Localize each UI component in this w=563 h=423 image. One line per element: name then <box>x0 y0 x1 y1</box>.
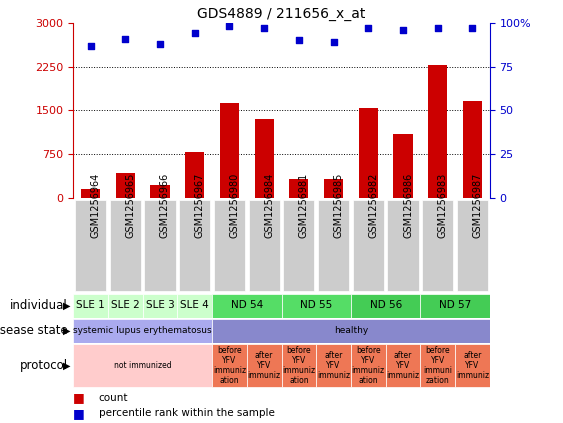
FancyBboxPatch shape <box>179 200 211 291</box>
Text: percentile rank within the sample: percentile rank within the sample <box>99 408 274 418</box>
Point <box>86 42 95 49</box>
Bar <box>324 179 343 198</box>
Point <box>190 30 199 37</box>
FancyBboxPatch shape <box>247 344 282 387</box>
FancyBboxPatch shape <box>108 294 142 318</box>
Text: GSM1256987: GSM1256987 <box>472 173 482 238</box>
Text: GSM1256981: GSM1256981 <box>299 173 309 238</box>
Text: ■: ■ <box>73 407 85 420</box>
Title: GDS4889 / 211656_x_at: GDS4889 / 211656_x_at <box>197 7 366 21</box>
Text: before
YFV
immuniz
ation: before YFV immuniz ation <box>352 346 385 385</box>
Text: before
YFV
immuniz
ation: before YFV immuniz ation <box>282 346 315 385</box>
FancyBboxPatch shape <box>455 344 490 387</box>
FancyBboxPatch shape <box>282 344 316 387</box>
Bar <box>185 153 204 198</box>
Text: ▶: ▶ <box>63 360 70 371</box>
Text: before
YFV
immuniz
ation: before YFV immuniz ation <box>213 346 246 385</box>
FancyBboxPatch shape <box>316 344 351 387</box>
FancyBboxPatch shape <box>75 200 106 291</box>
FancyBboxPatch shape <box>386 344 421 387</box>
FancyBboxPatch shape <box>214 200 245 291</box>
Point <box>329 39 338 46</box>
Text: GSM1256985: GSM1256985 <box>333 173 343 238</box>
Point <box>225 23 234 30</box>
FancyBboxPatch shape <box>177 294 212 318</box>
FancyBboxPatch shape <box>142 294 177 318</box>
Text: SLE 2: SLE 2 <box>111 300 140 310</box>
Text: after
YFV
immuniz: after YFV immuniz <box>248 351 281 380</box>
FancyBboxPatch shape <box>387 200 419 291</box>
Text: after
YFV
immuniz: after YFV immuniz <box>317 351 350 380</box>
Bar <box>150 185 169 198</box>
Text: not immunized: not immunized <box>114 361 172 370</box>
Text: after
YFV
immuniz: after YFV immuniz <box>386 351 419 380</box>
Text: disease state: disease state <box>0 324 68 337</box>
Text: protocol: protocol <box>20 359 68 372</box>
Text: GSM1256966: GSM1256966 <box>160 173 170 238</box>
Text: SLE 4: SLE 4 <box>180 300 209 310</box>
Point <box>120 36 129 42</box>
Text: ■: ■ <box>73 391 85 404</box>
FancyBboxPatch shape <box>351 344 386 387</box>
FancyBboxPatch shape <box>351 294 421 318</box>
Bar <box>359 107 378 198</box>
Text: healthy: healthy <box>334 326 368 335</box>
Bar <box>428 65 447 198</box>
FancyBboxPatch shape <box>457 200 488 291</box>
Text: ND 56: ND 56 <box>369 300 402 310</box>
FancyBboxPatch shape <box>73 294 108 318</box>
Text: GSM1256965: GSM1256965 <box>125 173 135 238</box>
FancyBboxPatch shape <box>318 200 349 291</box>
Text: GSM1256984: GSM1256984 <box>264 173 274 238</box>
FancyBboxPatch shape <box>73 344 212 387</box>
Text: GSM1256983: GSM1256983 <box>438 173 448 238</box>
Bar <box>289 179 309 198</box>
Bar <box>220 104 239 198</box>
Text: ND 57: ND 57 <box>439 300 471 310</box>
Point <box>434 25 443 32</box>
Text: count: count <box>99 393 128 403</box>
FancyBboxPatch shape <box>283 200 315 291</box>
Bar <box>254 119 274 198</box>
Bar <box>463 101 482 198</box>
Bar <box>394 134 413 198</box>
FancyBboxPatch shape <box>110 200 141 291</box>
Point <box>294 37 303 44</box>
FancyBboxPatch shape <box>422 200 453 291</box>
Text: ▶: ▶ <box>63 326 70 335</box>
Text: GSM1256964: GSM1256964 <box>91 173 101 238</box>
FancyBboxPatch shape <box>421 344 455 387</box>
FancyBboxPatch shape <box>212 319 490 343</box>
Text: ▶: ▶ <box>63 300 70 310</box>
Text: after
YFV
immuniz: after YFV immuniz <box>456 351 489 380</box>
Text: SLE 3: SLE 3 <box>146 300 175 310</box>
Text: individual: individual <box>10 299 68 312</box>
FancyBboxPatch shape <box>248 200 280 291</box>
FancyBboxPatch shape <box>144 200 176 291</box>
Text: ND 54: ND 54 <box>231 300 263 310</box>
FancyBboxPatch shape <box>352 200 384 291</box>
Point <box>260 25 269 32</box>
Point <box>399 27 408 33</box>
Point <box>364 25 373 32</box>
Text: GSM1256982: GSM1256982 <box>368 173 378 238</box>
FancyBboxPatch shape <box>212 344 247 387</box>
Text: GSM1256967: GSM1256967 <box>195 173 205 238</box>
Bar <box>116 173 135 198</box>
Text: GSM1256986: GSM1256986 <box>403 173 413 238</box>
Text: ND 55: ND 55 <box>300 300 332 310</box>
Bar <box>81 189 100 198</box>
FancyBboxPatch shape <box>212 294 282 318</box>
Text: GSM1256980: GSM1256980 <box>230 173 239 238</box>
Text: before
YFV
immuni
zation: before YFV immuni zation <box>423 346 452 385</box>
FancyBboxPatch shape <box>421 294 490 318</box>
Text: SLE 1: SLE 1 <box>76 300 105 310</box>
Text: systemic lupus erythematosus: systemic lupus erythematosus <box>73 326 212 335</box>
FancyBboxPatch shape <box>282 294 351 318</box>
Point <box>468 25 477 32</box>
FancyBboxPatch shape <box>73 319 212 343</box>
Point <box>155 41 164 47</box>
